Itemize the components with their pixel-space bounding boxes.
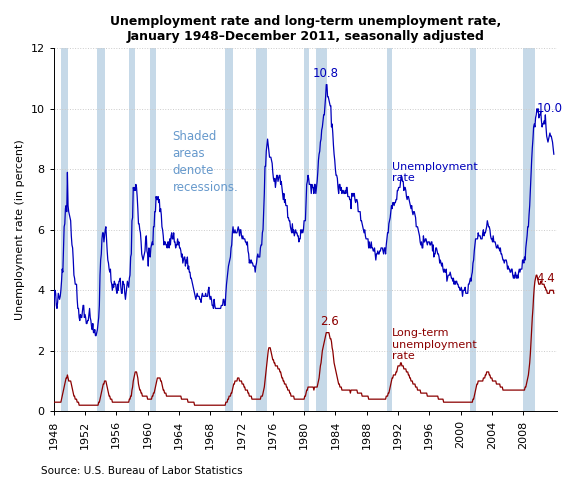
Text: Long-term
unemployment
rate: Long-term unemployment rate xyxy=(392,328,477,361)
Bar xyxy=(61,48,68,411)
Text: 10.8: 10.8 xyxy=(313,67,339,80)
Text: 10.0: 10.0 xyxy=(537,102,563,115)
Bar xyxy=(523,48,535,411)
Text: Unemployment
rate: Unemployment rate xyxy=(392,162,477,183)
Bar xyxy=(304,48,309,411)
Title: Unemployment rate and long-term unemployment rate,
January 1948–December 2011, s: Unemployment rate and long-term unemploy… xyxy=(110,15,501,43)
Bar xyxy=(225,48,233,411)
Bar xyxy=(150,48,156,411)
Text: 4.4: 4.4 xyxy=(537,272,556,285)
Bar xyxy=(470,48,476,411)
Bar xyxy=(129,48,135,411)
Text: 2.6: 2.6 xyxy=(320,315,339,328)
Text: Source: U.S. Bureau of Labor Statistics: Source: U.S. Bureau of Labor Statistics xyxy=(41,466,242,476)
Text: Shaded
areas
denote
recessions.: Shaded areas denote recessions. xyxy=(173,130,238,194)
Bar xyxy=(317,48,327,411)
Bar xyxy=(97,48,104,411)
Bar xyxy=(387,48,392,411)
Y-axis label: Unemployment rate (in percent): Unemployment rate (in percent) xyxy=(15,140,25,320)
Bar xyxy=(256,48,267,411)
